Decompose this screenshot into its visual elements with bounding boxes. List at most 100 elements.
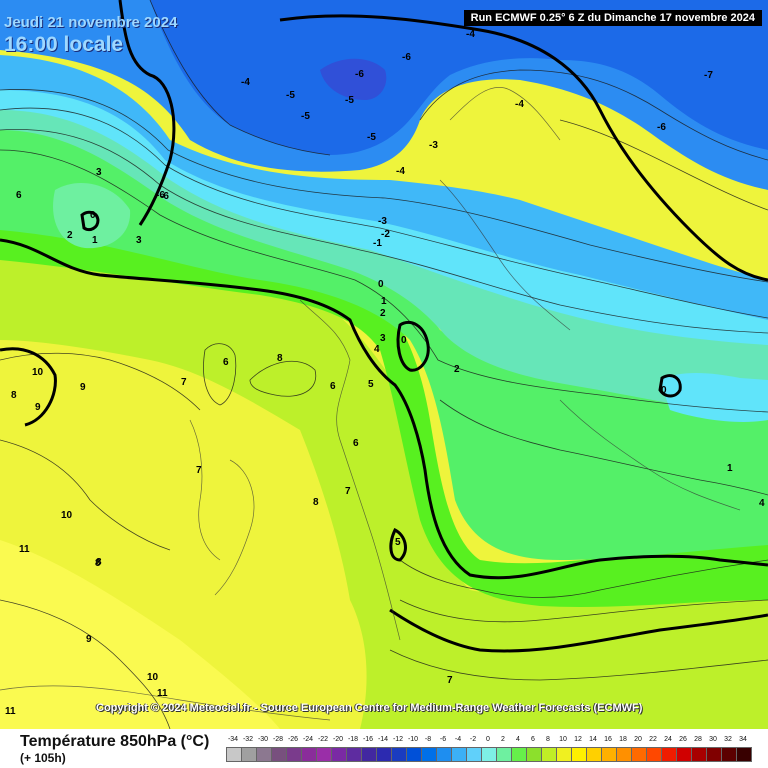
legend-label: 18 <box>619 736 627 743</box>
contour-label: 10 <box>147 672 159 683</box>
legend-swatch <box>541 747 557 762</box>
contour-label: -5 <box>367 132 376 143</box>
legend-swatch <box>631 747 647 762</box>
legend-swatch <box>256 747 272 762</box>
contour-label: 3 <box>136 235 142 246</box>
legend-swatch <box>721 747 737 762</box>
contour-line <box>419 69 768 161</box>
contour-label: 3 <box>380 333 386 344</box>
legend-label: 20 <box>634 736 642 743</box>
contour-label: -5 <box>286 90 295 101</box>
legend-swatch <box>691 747 707 762</box>
contour-line <box>399 559 768 598</box>
legend-label: 10 <box>559 736 567 743</box>
contour-label: -6 <box>355 69 364 80</box>
contour-label: 8 <box>277 353 283 364</box>
contour-label: 0 <box>661 385 667 396</box>
contour-label: -3 <box>378 216 387 227</box>
legend-swatch <box>526 747 542 762</box>
color-scale: -34 -32 -30 -28 -26 -24 -22 -20 -18 -16 -14 -12 -10-… <box>226 736 752 764</box>
legend-label: -2 <box>469 736 477 743</box>
isotherm-zero <box>0 238 768 580</box>
legend-swatch <box>661 747 677 762</box>
contour-label: -7 <box>704 70 713 81</box>
band-cyan-pocket-east <box>660 373 768 422</box>
contour-label: 8 <box>96 557 102 568</box>
contour-label: 11 <box>19 544 30 555</box>
contour-label: 6 <box>16 190 22 201</box>
contour-line <box>439 399 768 496</box>
legend-swatch <box>601 747 617 762</box>
contour-label: 6 <box>330 381 336 392</box>
model-run-info: Run ECMWF 0.25° 6 Z du Dimanche 17 novem… <box>463 10 762 26</box>
legend-swatch <box>241 747 257 762</box>
coastline <box>214 459 255 596</box>
legend-swatch <box>586 747 602 762</box>
legend-label: 6 <box>531 736 535 743</box>
contour-label: 2 <box>67 230 73 241</box>
coastline <box>189 419 221 561</box>
coastline <box>0 685 331 721</box>
legend-label: -34 <box>227 736 239 743</box>
temperature-map: -4 -6 -5 -5 -6 -6 -5 -4 -5 -4 -3 -4 -7 -6 -6 -3 -2 -1 0 1 2 3… <box>0 0 768 729</box>
legend-swatch <box>496 747 512 762</box>
legend-label: -32 <box>242 736 254 743</box>
legend-swatch <box>706 747 722 762</box>
legend-label: -6 <box>439 736 447 743</box>
contour-labels: -4-6-5-5-6-6-5-4-5-4-3-4-7-6-6-3-2-10123… <box>5 29 765 717</box>
contour-line <box>0 107 768 319</box>
contour-label: 4 <box>759 498 765 509</box>
contour-line <box>0 599 171 729</box>
legend-label: 28 <box>694 736 702 743</box>
legend-label: 32 <box>724 736 732 743</box>
isotherm-ring-east <box>658 374 682 398</box>
legend-swatch <box>226 747 242 762</box>
legend-swatch <box>556 747 572 762</box>
band-yellow-green <box>0 250 768 729</box>
coastlines <box>0 87 741 721</box>
contour-label: 7 <box>181 377 187 388</box>
contour-line <box>389 649 768 681</box>
legend-bar: Température 850hPa (°C) (+ 105h) -34 -32-… <box>0 729 768 768</box>
legend-label: 2 <box>501 736 505 743</box>
legend-label: 16 <box>604 736 612 743</box>
legend-swatch <box>271 747 287 762</box>
legend-label: -24 <box>302 736 314 743</box>
legend-swatch <box>511 747 527 762</box>
contour-label: 3 <box>96 167 102 178</box>
legend-label: 34 <box>739 736 747 743</box>
legend-label: -12 <box>392 736 404 743</box>
legend-label: -4 <box>454 736 462 743</box>
legend-swatch <box>301 747 317 762</box>
legend-swatch <box>451 747 467 762</box>
contour-label: 9 <box>80 382 86 393</box>
isotherm-minus-five-east <box>279 14 768 282</box>
forecast-date: Jeudi 21 novembre 2024 <box>4 14 178 31</box>
band-aqua <box>0 103 768 420</box>
legend-label: 12 <box>574 736 582 743</box>
contour-label: -3 <box>429 140 438 151</box>
copyright-notice: Copyright © 2024 Meteociel.fr - Source E… <box>96 702 643 714</box>
contour-label: 0 <box>378 279 384 290</box>
legend-swatch <box>616 747 632 762</box>
forecast-time: 16:00 locale <box>4 33 124 56</box>
legend-label: 30 <box>709 736 717 743</box>
contour-label: -5 <box>301 111 310 122</box>
contour-line <box>399 599 768 623</box>
band-green <box>0 118 768 560</box>
legend-swatch <box>571 747 587 762</box>
legend-label: -16 <box>362 736 374 743</box>
contour-label: 5 <box>395 537 401 548</box>
legend-label: 26 <box>679 736 687 743</box>
coastline <box>439 179 571 331</box>
legend-label: 24 <box>664 736 672 743</box>
legend-swatch <box>676 747 692 762</box>
contour-line <box>149 0 331 156</box>
contour-label: -4 <box>515 99 524 110</box>
legend-swatch <box>346 747 362 762</box>
contour-line <box>559 119 768 211</box>
contour-line <box>0 149 768 413</box>
contour-label: -4 <box>466 29 475 40</box>
contour-line <box>0 439 171 551</box>
legend-label: 22 <box>649 736 657 743</box>
